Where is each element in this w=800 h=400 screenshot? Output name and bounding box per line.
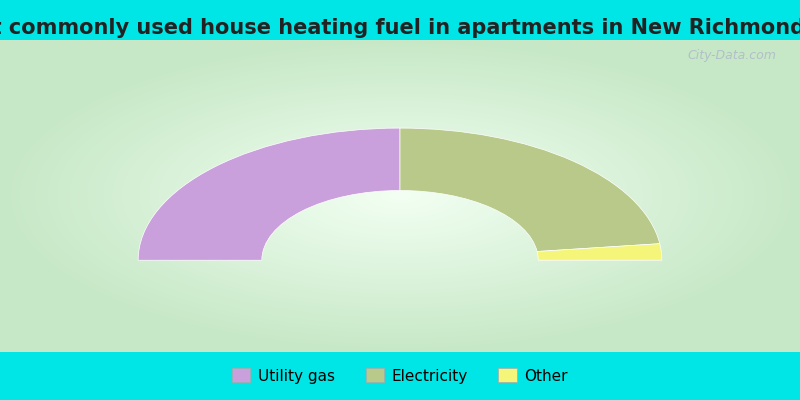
Legend: Utility gas, Electricity, Other: Utility gas, Electricity, Other	[226, 362, 574, 390]
Wedge shape	[138, 128, 400, 260]
Wedge shape	[400, 128, 660, 252]
Wedge shape	[537, 244, 662, 260]
Text: Most commonly used house heating fuel in apartments in New Richmond, OH: Most commonly used house heating fuel in…	[0, 18, 800, 38]
Text: City-Data.com: City-Data.com	[687, 49, 776, 62]
